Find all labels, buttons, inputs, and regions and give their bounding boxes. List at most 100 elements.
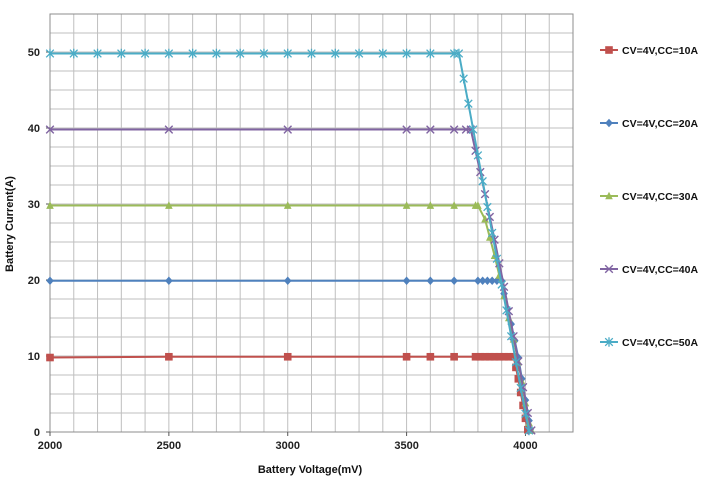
data-point-triangle bbox=[485, 233, 494, 241]
data-point-asterisk bbox=[473, 150, 483, 161]
data-point-x bbox=[449, 125, 459, 134]
data-point-asterisk bbox=[140, 48, 150, 59]
series-5 bbox=[45, 48, 534, 436]
data-point-square bbox=[481, 352, 489, 361]
data-point-asterisk bbox=[117, 48, 126, 59]
data-point-asterisk bbox=[426, 48, 435, 59]
data-point-asterisk bbox=[235, 48, 245, 59]
grid bbox=[49, 13, 574, 433]
data-point-asterisk bbox=[521, 408, 530, 419]
data-point-triangle bbox=[426, 201, 435, 209]
y-axis-title: Battery Current(A) bbox=[4, 176, 16, 272]
data-point-asterisk bbox=[402, 48, 411, 59]
data-point-diamond bbox=[488, 276, 496, 286]
data-point-asterisk bbox=[45, 48, 55, 59]
plot-border bbox=[49, 13, 574, 433]
data-point-asterisk bbox=[283, 48, 292, 59]
data-point-asterisk bbox=[464, 98, 473, 109]
data-point-triangle bbox=[402, 201, 411, 209]
data-point-asterisk bbox=[378, 48, 388, 59]
data-point-square bbox=[283, 352, 292, 361]
data-point-triangle bbox=[283, 201, 292, 209]
y-tick-label: 30 bbox=[28, 199, 40, 211]
data-point-asterisk bbox=[502, 305, 511, 316]
data-point-asterisk bbox=[212, 48, 221, 59]
data-point-diamond bbox=[165, 276, 173, 286]
x-axis-title: Battery Voltage(mV) bbox=[258, 464, 363, 476]
data-point-triangle bbox=[450, 201, 458, 209]
legend-entry-2: CV=4V,CC=20A bbox=[600, 118, 698, 130]
data-point-square bbox=[495, 352, 504, 361]
y-tick-label: 40 bbox=[28, 123, 40, 135]
legend-entry-4: CV=4V,CC=40A bbox=[600, 264, 698, 276]
data-point-square bbox=[46, 353, 54, 362]
legend-label: CV=4V,CC=20A bbox=[622, 118, 698, 130]
data-point-x bbox=[402, 125, 411, 134]
data-point-square bbox=[490, 352, 499, 361]
data-point-asterisk bbox=[524, 425, 534, 436]
data-point-asterisk bbox=[354, 48, 364, 59]
data-point-x bbox=[426, 125, 435, 134]
series-1 bbox=[46, 352, 532, 434]
y-tick-label: 10 bbox=[28, 351, 40, 363]
data-point-triangle bbox=[165, 201, 173, 209]
data-point-asterisk bbox=[487, 228, 497, 238]
data-point-square bbox=[426, 352, 435, 361]
data-point-asterisk bbox=[497, 279, 506, 290]
x-tick-label: 2500 bbox=[157, 440, 181, 452]
data-point-diamond bbox=[426, 276, 435, 286]
data-point-square bbox=[450, 352, 458, 361]
data-point-asterisk bbox=[604, 337, 614, 347]
data-point-square bbox=[165, 352, 173, 361]
data-point-square bbox=[605, 46, 613, 54]
data-point-x bbox=[164, 125, 174, 134]
x-tick-label: 4000 bbox=[513, 440, 537, 452]
data-point-diamond bbox=[478, 276, 487, 286]
data-point-diamond bbox=[46, 276, 54, 286]
data-point-diamond bbox=[283, 276, 292, 286]
data-point-x bbox=[604, 264, 614, 274]
data-point-asterisk bbox=[259, 48, 269, 59]
data-point-square bbox=[402, 352, 411, 361]
data-point-asterisk bbox=[468, 124, 478, 135]
legend-label: CV=4V,CC=10A bbox=[622, 45, 698, 57]
data-point-asterisk bbox=[511, 357, 521, 367]
data-point-asterisk bbox=[164, 48, 174, 59]
legend-entry-1: CV=4V,CC=10A bbox=[600, 45, 698, 57]
data-point-x bbox=[283, 125, 293, 134]
axes: 2000 2500 3000 3500 4000 0 10 20 30 40 50 bbox=[28, 13, 574, 452]
series-line bbox=[50, 52, 530, 431]
data-point-asterisk bbox=[516, 383, 525, 393]
x-tick-label: 3500 bbox=[394, 440, 418, 452]
data-point-square bbox=[500, 352, 508, 361]
data-point-triangle bbox=[46, 201, 54, 209]
data-point-square bbox=[476, 352, 485, 361]
data-point-triangle bbox=[605, 191, 613, 200]
legend-label: CV=4V,CC=30A bbox=[622, 191, 698, 203]
data-point-asterisk bbox=[331, 48, 340, 59]
legend-label: CV=4V,CC=50A bbox=[622, 337, 698, 349]
series-group bbox=[45, 48, 536, 436]
legend-entry-3: CV=4V,CC=30A bbox=[600, 191, 698, 203]
data-point-diamond bbox=[605, 118, 613, 128]
data-point-asterisk bbox=[454, 48, 464, 59]
data-point-diamond bbox=[493, 276, 501, 286]
y-tick-label: 20 bbox=[28, 275, 40, 287]
data-point-square bbox=[505, 352, 513, 361]
y-tick-label: 0 bbox=[34, 427, 40, 439]
data-point-asterisk bbox=[307, 48, 316, 59]
data-point-asterisk bbox=[69, 48, 79, 59]
data-point-square bbox=[485, 352, 494, 361]
legend: CV=4V,CC=10A CV=4V,CC=20A CV=4V,CC=30A CV=4… bbox=[600, 45, 698, 349]
x-tick-label: 2000 bbox=[38, 440, 62, 452]
data-point-asterisk bbox=[459, 73, 468, 84]
data-point-asterisk bbox=[483, 202, 492, 212]
data-point-asterisk bbox=[506, 331, 516, 342]
legend-label: CV=4V,CC=40A bbox=[622, 264, 698, 276]
data-point-asterisk bbox=[93, 48, 102, 59]
data-point-asterisk bbox=[188, 48, 197, 59]
legend-entry-5: CV=4V,CC=50A bbox=[600, 337, 698, 349]
data-point-square bbox=[471, 352, 480, 361]
